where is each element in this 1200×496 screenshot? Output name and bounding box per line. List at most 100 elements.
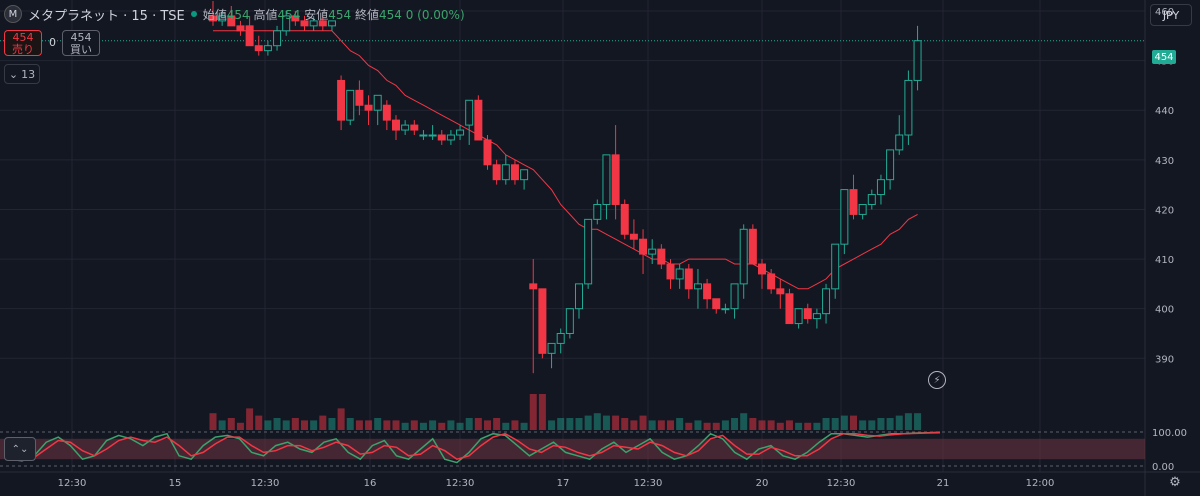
sell-price: 454 (12, 31, 34, 44)
candle-body (602, 154, 611, 205)
symbol-title[interactable]: メタプラネット · 15 · TSE (28, 8, 185, 24)
candle-body (703, 283, 712, 300)
candle-body (254, 45, 263, 52)
candle-body (831, 243, 840, 290)
volume-bar (895, 415, 903, 430)
candle-body (382, 104, 391, 121)
price-tick: 400 (1155, 305, 1174, 316)
volume-bar (410, 420, 418, 430)
volume-bar (566, 418, 574, 430)
candle-body (492, 164, 501, 181)
gear-icon[interactable]: ⚙ (1169, 475, 1181, 490)
ohlc-label: 終値 (354, 7, 379, 22)
volume-bar (282, 420, 290, 430)
pane-collapse-icon[interactable]: ⌃⌄ (4, 437, 36, 461)
volume-bar (227, 418, 235, 430)
candle-body (520, 169, 529, 181)
volume-bar (419, 422, 427, 430)
candle-body (263, 45, 272, 52)
volume-bar (511, 420, 519, 430)
candle-body (309, 20, 318, 27)
volume-bar (602, 415, 610, 430)
volume-bar (392, 420, 400, 430)
ohlc-value: 454 (378, 7, 406, 22)
ohlc-label: 始値 (202, 7, 227, 22)
candle-body (593, 203, 602, 220)
candle-body (419, 134, 428, 137)
candle-body (648, 248, 657, 255)
volume-bar (676, 418, 684, 430)
volume-bar (301, 420, 308, 430)
volume-bar (731, 418, 739, 430)
candle-body (675, 268, 684, 280)
volume-bar (767, 420, 775, 430)
volume-bar (337, 408, 345, 430)
volume-bar (868, 420, 876, 430)
volume-bar (355, 420, 363, 430)
volume-bar (493, 418, 501, 430)
sell-button[interactable]: 454 売り (4, 30, 42, 56)
candle-body (803, 308, 812, 320)
candle-body (300, 20, 309, 27)
volume-bar (374, 418, 382, 430)
volume-bar (758, 420, 766, 430)
candle-body (209, 15, 217, 22)
stochastic-pane: 100.00 0.00 (0, 428, 1187, 473)
time-tick: 20 (756, 478, 769, 489)
candle-body (611, 154, 620, 205)
buy-button[interactable]: 454 買い (62, 30, 100, 56)
sell-label: 売り (12, 43, 34, 56)
volume-bar (465, 418, 473, 430)
chevron-down-icon: ⌄ (8, 67, 19, 81)
volume-bar (776, 422, 784, 430)
volume-bar (639, 415, 647, 430)
time-tick: 21 (937, 478, 950, 489)
candle-body (693, 283, 702, 290)
candle-body (584, 218, 593, 285)
price-tick: 420 (1155, 205, 1174, 216)
volume-bar (795, 422, 803, 430)
volume-bar (593, 413, 601, 430)
candle-body (840, 189, 849, 245)
volume-bar (904, 413, 912, 430)
time-tick: 12:30 (58, 478, 87, 489)
stochastic-band (0, 438, 1145, 460)
candle-body (657, 248, 666, 265)
candle-body (510, 164, 519, 181)
currency-selector[interactable]: JPY (1150, 4, 1192, 26)
volume-bar (584, 415, 592, 430)
volume-bar (831, 418, 839, 430)
volume-bar (218, 420, 226, 430)
candle-body (895, 134, 904, 151)
candle-body (428, 134, 437, 137)
candle-body (501, 164, 510, 181)
volume-bar (859, 420, 867, 430)
candles (209, 1, 922, 374)
stochastic-d-line (9, 431, 941, 461)
ohlc-label: 高値 (253, 7, 278, 22)
symbol-logo[interactable]: M (4, 5, 22, 23)
candle-body (867, 194, 876, 205)
candle-body (556, 332, 565, 344)
candle-body (236, 25, 245, 32)
volume-bar (429, 420, 437, 430)
candle-body (318, 20, 327, 27)
candle-body (437, 134, 446, 141)
price-tick: 410 (1155, 255, 1174, 266)
volume-bar (657, 420, 665, 430)
candle-body (776, 288, 785, 295)
grid-lines (0, 0, 1145, 472)
flash-icon[interactable]: ⚡ (928, 371, 946, 389)
volume-bar (529, 394, 537, 430)
candle-body (410, 124, 419, 131)
market-status-dot (190, 11, 197, 17)
candle-body (858, 203, 867, 215)
candle-body (629, 233, 638, 240)
indicators-toggle[interactable]: ⌄ 13 (4, 64, 40, 84)
volume-bar (804, 422, 812, 430)
volume-bar (667, 420, 674, 430)
volume-bars (209, 394, 922, 430)
time-tick: 12:30 (446, 478, 475, 489)
buy-price: 454 (70, 31, 92, 44)
